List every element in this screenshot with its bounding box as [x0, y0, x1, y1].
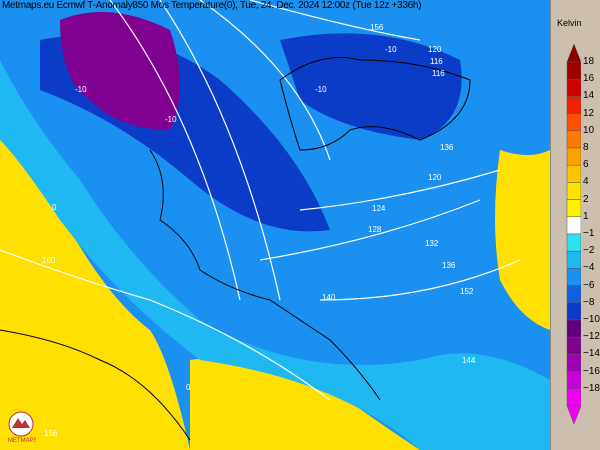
legend-tick-label: −6 — [583, 279, 595, 291]
contour-label: 144 — [462, 356, 476, 365]
legend-tick-label: 16 — [583, 73, 595, 85]
contour-label: -10 — [315, 85, 327, 94]
legend-tick-label: 12 — [583, 107, 595, 119]
legend-tick-label: −8 — [583, 296, 595, 308]
legend-swatch — [566, 164, 581, 183]
color-legend: Kelvin 18 16 14 12 10 8 6 4 2 1 −1 −2 −4 −6 −8 −10 −12 −1… — [550, 0, 600, 450]
contour-label: -10 — [385, 45, 397, 54]
map-title: Metmaps.eu Ecmwf T-Anomaly850 Mos Temper… — [2, 0, 422, 11]
cool-light-band — [0, 60, 550, 450]
legend-tick-label: −10 — [583, 314, 600, 325]
contour-label: 120 — [428, 173, 442, 182]
legend-tick-label: −1 — [583, 228, 595, 239]
legend-tick-label: −12 — [583, 331, 600, 343]
legend-swatch — [566, 233, 581, 252]
contour-label: 136 — [442, 261, 456, 270]
legend-tick-label: −16 — [583, 365, 600, 377]
legend-swatch — [566, 319, 581, 338]
legend-tick-label: −18 — [583, 382, 600, 394]
geopotential-contours — [0, 0, 521, 401]
legend-tick-label: 8 — [583, 142, 589, 153]
svg-text:METMAPS: METMAPS — [8, 438, 36, 444]
legend-swatch — [566, 96, 581, 114]
contour-label: -10 — [165, 115, 177, 124]
warm-anomaly-south — [190, 357, 420, 450]
cold-core-greenland — [60, 12, 180, 130]
legend-tick-label: 18 — [583, 56, 595, 67]
legend-swatch — [566, 113, 581, 132]
legend-swatch — [566, 61, 581, 80]
contour-label: 0 — [186, 383, 191, 392]
temperature-anomaly-map: -10 -10 -10 -10 160 156 156 124 120 120 … — [0, 0, 550, 450]
legend-swatch — [566, 268, 581, 286]
contour-label: 132 — [425, 239, 439, 248]
contour-label: 128 — [368, 225, 382, 234]
contour-label: 136 — [440, 143, 454, 152]
legend-swatch — [566, 182, 581, 200]
legend-color-bar — [566, 43, 581, 425]
legend-swatch — [566, 130, 581, 149]
legend-swatch — [566, 78, 581, 97]
metmaps-logo: METMAPS — [8, 411, 36, 444]
contour-label: 116 — [432, 69, 445, 78]
cold-core-north — [280, 33, 462, 141]
contour-label: 124 — [372, 204, 386, 213]
contour-label: 156 — [370, 23, 384, 32]
contour-label: 160 — [42, 256, 56, 265]
legend-tick-label: −4 — [583, 262, 595, 274]
legend-swatch — [566, 250, 581, 269]
contour-label: 116 — [430, 57, 443, 66]
contour-label: 152 — [460, 287, 474, 296]
legend-swatch — [566, 147, 581, 166]
legend-tick-label: 1 — [583, 210, 589, 222]
legend-tick-label: 10 — [583, 124, 595, 136]
legend-tick-label: 4 — [583, 176, 589, 188]
legend-unit: Kelvin — [557, 18, 582, 28]
legend-tick-label: 6 — [583, 159, 589, 171]
coastlines — [0, 57, 471, 441]
warm-anomaly-west — [0, 140, 190, 450]
warm-anomaly-east — [495, 150, 550, 330]
legend-tick-label: 14 — [583, 90, 595, 102]
legend-swatch — [566, 285, 581, 304]
contour-label: 120 — [428, 45, 442, 54]
contour-label: 156 — [44, 429, 58, 438]
legend-swatch — [566, 216, 581, 235]
legend-swatch — [566, 388, 581, 407]
contour-labels: -10 -10 -10 -10 160 156 156 124 120 120 … — [42, 23, 476, 438]
legend-tick-label: 2 — [583, 193, 589, 205]
legend-arrow — [566, 405, 581, 425]
legend-tick-label: −14 — [583, 348, 600, 360]
legend-swatch — [566, 371, 581, 390]
contour-label: -10 — [75, 85, 87, 94]
legend-swatch — [566, 336, 581, 355]
legend-swatch — [566, 199, 581, 218]
contour-label: 140 — [322, 293, 336, 302]
legend-swatch — [566, 302, 581, 321]
legend-tick-label: −2 — [583, 245, 595, 257]
legend-arrow — [566, 43, 581, 63]
legend-swatch — [566, 354, 581, 372]
contour-label: 0 — [52, 203, 57, 212]
